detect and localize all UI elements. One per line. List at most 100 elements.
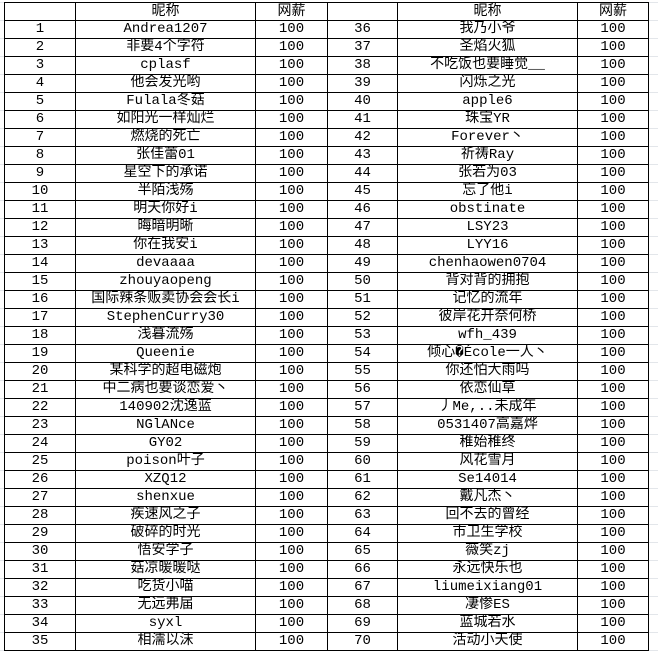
salary-cell: 100 <box>577 434 649 453</box>
nickname-cell: NGlANce <box>75 416 256 435</box>
table-row: 21 中二病也要谈恋爱丶 100 56 依恋仙草 100 <box>4 380 649 399</box>
nickname-cell: 非要4个字符 <box>75 38 256 57</box>
nickname-cell: 风花雪月 <box>397 452 578 471</box>
nickname-cell: Fulala冬菇 <box>75 92 256 111</box>
table-row: 10 半陌浅殇 100 45 忘了他i 100 <box>4 182 649 201</box>
row-index: 66 <box>327 560 398 579</box>
salary-cell: 100 <box>255 524 328 543</box>
nickname-cell: 菇凉暖暖哒 <box>75 560 256 579</box>
table-row: 28 疾速风之子 100 63 回不去的曾经 100 <box>4 506 649 525</box>
nickname-cell: 忘了他i <box>397 182 578 201</box>
row-index: 33 <box>4 596 76 615</box>
salary-cell: 100 <box>255 380 328 399</box>
salary-cell: 100 <box>255 542 328 561</box>
row-index: 54 <box>327 344 398 363</box>
header-nickname: 昵称 <box>397 2 578 21</box>
salary-cell: 100 <box>577 578 649 597</box>
salary-cell: 100 <box>577 632 649 651</box>
salary-cell: 100 <box>577 74 649 93</box>
salary-cell: 100 <box>577 596 649 615</box>
nickname-cell: 永远快乐也 <box>397 560 578 579</box>
salary-cell: 100 <box>577 614 649 633</box>
salary-cell: 100 <box>255 632 328 651</box>
row-index: 61 <box>327 470 398 489</box>
row-index: 32 <box>4 578 76 597</box>
nickname-cell: 我乃小爷 <box>397 20 578 39</box>
salary-cell: 100 <box>255 56 328 75</box>
row-index: 30 <box>4 542 76 561</box>
row-index: 65 <box>327 542 398 561</box>
salary-cell: 100 <box>577 92 649 111</box>
salary-cell: 100 <box>255 38 328 57</box>
row-index: 14 <box>4 254 76 273</box>
salary-cell: 100 <box>255 272 328 291</box>
table-row: 14 devaaaa 100 49 chenhaowen0704 100 <box>4 254 649 273</box>
row-index: 49 <box>327 254 398 273</box>
salary-cell: 100 <box>255 236 328 255</box>
header-row: 昵称 网薪 昵称 网薪 <box>4 2 649 21</box>
nickname-cell: 圣焰火狐 <box>397 38 578 57</box>
row-index: 34 <box>4 614 76 633</box>
salary-cell: 100 <box>255 614 328 633</box>
row-index: 16 <box>4 290 76 309</box>
row-index: 58 <box>327 416 398 435</box>
nickname-cell: 薇笑zj <box>397 542 578 561</box>
nickname-cell: 你在我安i <box>75 236 256 255</box>
salary-cell: 100 <box>255 398 328 417</box>
salary-cell: 100 <box>577 542 649 561</box>
nickname-cell: zhouyaopeng <box>75 272 256 291</box>
nickname-cell: 星空下的承诺 <box>75 164 256 183</box>
table-row: 29 破碎的时光 100 64 市卫生学校 100 <box>4 524 649 543</box>
row-index: 3 <box>4 56 76 75</box>
row-index: 37 <box>327 38 398 57</box>
nickname-cell: 蓝城若水 <box>397 614 578 633</box>
nickname-cell: 国际辣条贩卖协会会长i <box>75 290 256 309</box>
row-index: 1 <box>4 20 76 39</box>
nickname-cell: Andrea1207 <box>75 20 256 39</box>
salary-cell: 100 <box>577 398 649 417</box>
row-index: 31 <box>4 560 76 579</box>
nickname-cell: 燃烧的死亡 <box>75 128 256 147</box>
nickname-cell: 倾心�École一人丶 <box>397 344 578 363</box>
salary-cell: 100 <box>577 290 649 309</box>
nickname-cell: syxl <box>75 614 256 633</box>
table-row: 13 你在我安i 100 48 LYY16 100 <box>4 236 649 255</box>
row-index: 27 <box>4 488 76 507</box>
salary-cell: 100 <box>577 362 649 381</box>
row-index: 43 <box>327 146 398 165</box>
salary-cell: 100 <box>577 470 649 489</box>
table-row: 17 StephenCurry30 100 52 彼岸花开奈何桥 100 <box>4 308 649 327</box>
row-index: 60 <box>327 452 398 471</box>
row-index: 11 <box>4 200 76 219</box>
table-row: 25 poison叶子 100 60 风花雪月 100 <box>4 452 649 471</box>
salary-cell: 100 <box>577 380 649 399</box>
row-index: 20 <box>4 362 76 381</box>
row-index: 9 <box>4 164 76 183</box>
row-index: 67 <box>327 578 398 597</box>
header-index <box>4 2 76 21</box>
salary-cell: 100 <box>577 20 649 39</box>
table-row: 5 Fulala冬菇 100 40 apple6 100 <box>4 92 649 111</box>
nickname-cell: 丿Me,..未成年 <box>397 398 578 417</box>
row-index: 8 <box>4 146 76 165</box>
nickname-cell: 吃货小喵 <box>75 578 256 597</box>
salary-cell: 100 <box>255 200 328 219</box>
nickname-cell: devaaaa <box>75 254 256 273</box>
table-row: 12 晦暗明晰 100 47 LSY23 100 <box>4 218 649 237</box>
row-index: 47 <box>327 218 398 237</box>
salary-cell: 100 <box>577 128 649 147</box>
nickname-cell: 140902沈逸蓝 <box>75 398 256 417</box>
row-index: 26 <box>4 470 76 489</box>
row-index: 12 <box>4 218 76 237</box>
nickname-cell: StephenCurry30 <box>75 308 256 327</box>
row-index: 2 <box>4 38 76 57</box>
nickname-cell: 凄惨ES <box>397 596 578 615</box>
salary-cell: 100 <box>255 218 328 237</box>
table-row: 30 悟安学子 100 65 薇笑zj 100 <box>4 542 649 561</box>
nickname-cell: LSY23 <box>397 218 578 237</box>
nickname-cell: chenhaowen0704 <box>397 254 578 273</box>
salary-cell: 100 <box>255 182 328 201</box>
nickname-cell: 破碎的时光 <box>75 524 256 543</box>
salary-cell: 100 <box>255 434 328 453</box>
row-index: 28 <box>4 506 76 525</box>
